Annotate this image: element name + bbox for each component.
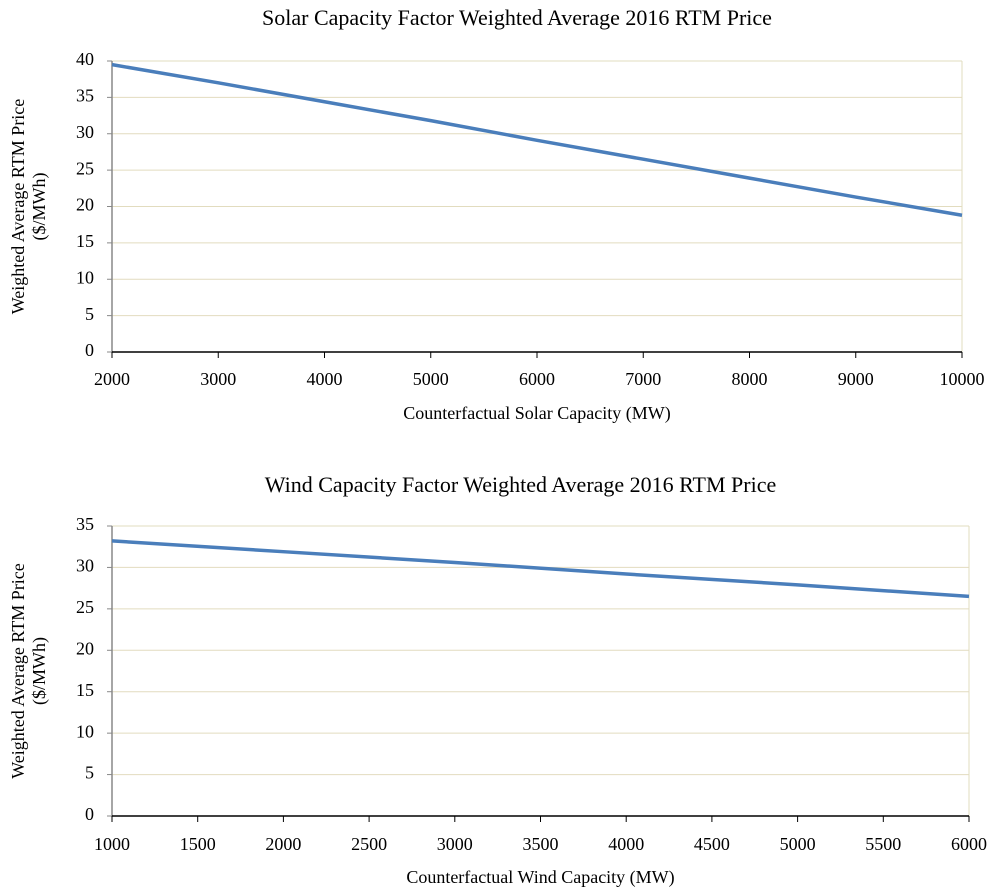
y-tick-label: 15	[76, 680, 94, 700]
x-tick-label: 6000	[951, 834, 987, 854]
x-tick-label: 5000	[413, 369, 449, 389]
y-tick-label: 25	[76, 597, 94, 617]
x-tick-label: 4000	[608, 834, 644, 854]
x-tick-label: 4500	[694, 834, 730, 854]
x-tick-label: 7000	[625, 369, 661, 389]
y-tick-label: 40	[76, 49, 94, 69]
x-tick-label: 5000	[780, 834, 816, 854]
y-tick-label: 15	[76, 231, 94, 251]
x-tick-label: 6000	[519, 369, 555, 389]
y-tick-label: 30	[76, 122, 94, 142]
y-tick-label: 0	[85, 340, 94, 360]
y-tick-label: 5	[85, 304, 94, 324]
data-line	[111, 539, 970, 599]
y-axis-label: ($/MWh)	[29, 173, 50, 241]
x-tick-label: 3000	[200, 369, 236, 389]
chart-title: Solar Capacity Factor Weighted Average 2…	[262, 5, 772, 30]
y-axis-label: ($/MWh)	[29, 637, 50, 705]
y-axis-label: Weighted Average RTM Price	[8, 563, 28, 779]
data-line	[111, 62, 963, 217]
x-tick-label: 2000	[94, 369, 130, 389]
x-tick-label: 8000	[732, 369, 768, 389]
y-tick-label: 10	[76, 267, 94, 287]
y-tick-label: 20	[76, 195, 94, 215]
x-axis-label: Counterfactual Wind Capacity (MW)	[406, 867, 674, 888]
x-tick-label: 2000	[265, 834, 301, 854]
x-tick-label: 4000	[307, 369, 343, 389]
x-tick-label: 5500	[865, 834, 901, 854]
x-tick-label: 1500	[180, 834, 216, 854]
y-tick-label: 30	[76, 556, 94, 576]
x-tick-label: 2500	[351, 834, 387, 854]
x-tick-label: 9000	[838, 369, 874, 389]
y-tick-label: 35	[76, 86, 94, 106]
y-axis-label: Weighted Average RTM Price	[8, 99, 28, 315]
y-tick-label: 20	[76, 638, 94, 658]
y-tick-label: 0	[85, 804, 94, 824]
y-tick-label: 25	[76, 158, 94, 178]
y-tick-label: 35	[76, 514, 94, 534]
y-tick-label: 5	[85, 763, 94, 783]
x-tick-label: 1000	[94, 834, 130, 854]
x-tick-label: 3000	[437, 834, 473, 854]
y-tick-label: 10	[76, 721, 94, 741]
x-axis-label: Counterfactual Solar Capacity (MW)	[403, 403, 670, 424]
x-tick-label: 3500	[523, 834, 559, 854]
x-tick-label: 10000	[940, 369, 985, 389]
chart-title: Wind Capacity Factor Weighted Average 20…	[265, 472, 776, 497]
